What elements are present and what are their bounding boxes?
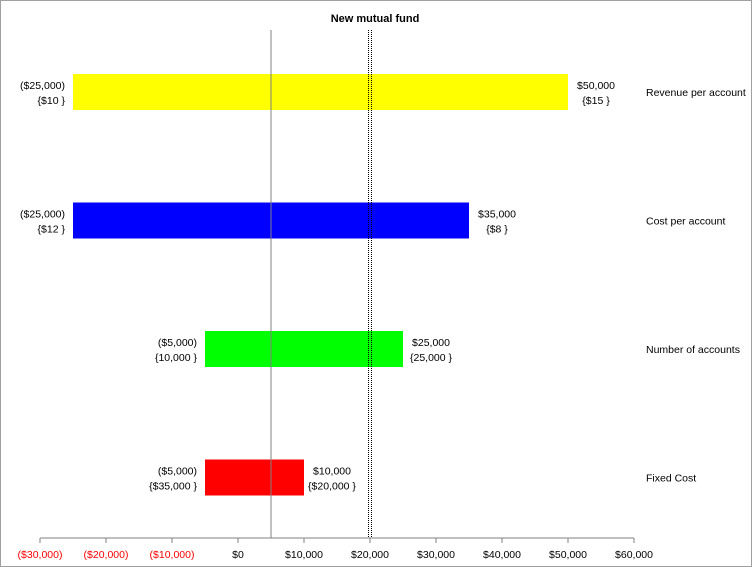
x-tick-label: $10,000 xyxy=(285,549,323,561)
x-tick-label: $40,000 xyxy=(483,549,521,561)
low-input-label: {$12 } xyxy=(38,224,66,236)
high-value-label: $10,000 xyxy=(313,466,351,478)
x-tick-label: ($30,000) xyxy=(18,549,63,561)
low-input-label: {$10 } xyxy=(38,95,66,107)
low-value-label: ($5,000) xyxy=(158,337,197,349)
high-value-label: $50,000 xyxy=(577,80,615,92)
x-tick-label: $30,000 xyxy=(417,549,455,561)
low-value-label: ($5,000) xyxy=(158,466,197,478)
x-tick-label: ($10,000) xyxy=(150,549,195,561)
bar xyxy=(205,331,403,367)
x-tick-label: $50,000 xyxy=(549,549,587,561)
high-input-label: {25,000 } xyxy=(410,352,453,364)
high-value-label: $35,000 xyxy=(478,209,516,221)
category-label: Number of accounts xyxy=(646,344,740,356)
chart-title: New mutual fund xyxy=(331,13,420,25)
bar xyxy=(73,74,568,110)
high-input-label: {$8 } xyxy=(486,224,508,236)
reference-lines xyxy=(270,30,372,538)
data-labels: ($25,000) {$10 } $50,000 {$15 } Revenue per … xyxy=(20,80,746,493)
x-tick-label: ($20,000) xyxy=(84,549,129,561)
bar xyxy=(205,459,304,496)
low-value-label: ($25,000) xyxy=(20,80,65,92)
low-input-label: {$35,000 } xyxy=(149,481,197,493)
category-label: Fixed Cost xyxy=(646,473,696,485)
high-input-label: {$15 } xyxy=(582,95,610,107)
x-tick-label: $60,000 xyxy=(615,549,653,561)
category-label: Revenue per account xyxy=(646,87,746,99)
x-axis-ticks: ($30,000) ($20,000) ($10,000) $0 $10,000 $20,… xyxy=(18,538,653,561)
x-tick-label: $0 xyxy=(232,549,244,561)
category-label: Cost per account xyxy=(646,216,725,228)
high-input-label: {$20,000 } xyxy=(308,481,356,493)
x-tick-label: $20,000 xyxy=(351,549,389,561)
high-value-label: $25,000 xyxy=(412,337,450,349)
low-input-label: {10,000 } xyxy=(155,352,198,364)
low-value-label: ($25,000) xyxy=(20,209,65,221)
